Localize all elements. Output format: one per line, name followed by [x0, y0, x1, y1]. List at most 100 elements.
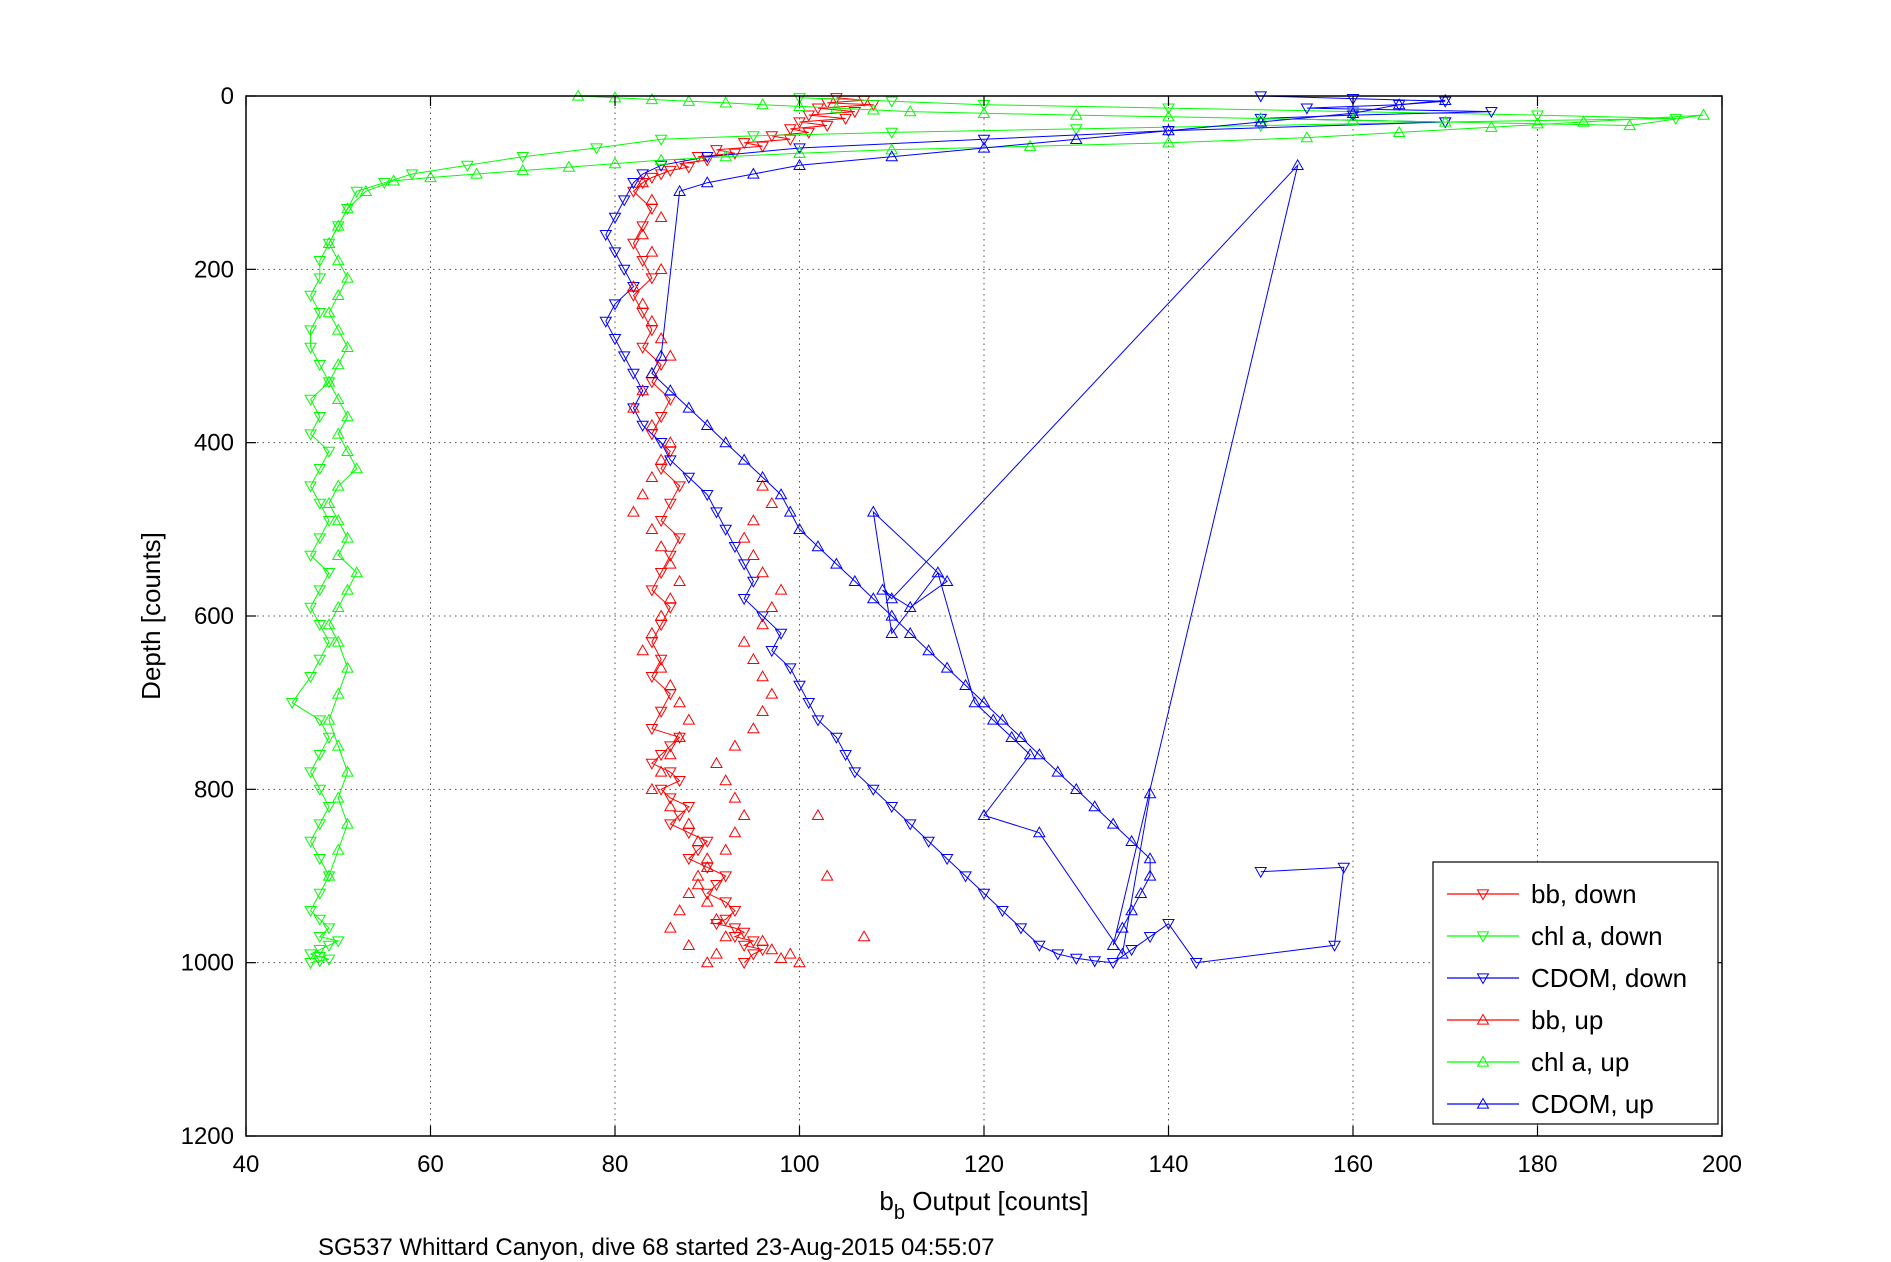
point-2-17 [608, 212, 622, 224]
point-1-36 [313, 498, 327, 510]
legend-label-1: chl a, down [1531, 921, 1663, 951]
point-5-62 [1143, 787, 1157, 799]
point-2-46 [811, 715, 825, 727]
point-4-22 [1300, 131, 1314, 143]
point-5-58 [1023, 748, 1037, 760]
point-4-43 [331, 323, 345, 335]
point-2-16 [617, 195, 631, 207]
point-4-70 [322, 869, 336, 881]
point-4-62 [341, 661, 354, 673]
point-2-6 [1346, 110, 1360, 122]
point-5-50 [903, 600, 917, 612]
legend-marker-0 [1476, 889, 1490, 901]
y-tick-label-0: 0 [221, 83, 234, 110]
point-0-0 [830, 93, 843, 105]
point-1-43 [313, 620, 327, 632]
point-4-17 [1623, 118, 1637, 131]
point-1-70 [304, 958, 317, 970]
point-1-35 [304, 481, 317, 493]
point-3-20 [645, 522, 659, 534]
series-1 [285, 93, 1683, 970]
point-3-37 [682, 817, 696, 829]
y-tick-label-4: 800 [194, 776, 234, 803]
point-2-39 [737, 594, 751, 606]
point-2-40 [756, 611, 769, 623]
point-5-55 [968, 696, 982, 708]
point-1-37 [322, 516, 336, 528]
point-1-51 [304, 767, 317, 779]
point-0-28 [636, 221, 650, 233]
point-0-72 [682, 854, 696, 866]
point-3-2 [654, 210, 668, 222]
point-1-26 [304, 325, 317, 337]
point-3-31 [682, 713, 696, 725]
point-3-58 [728, 739, 742, 751]
point-4-39 [331, 254, 345, 266]
point-3-17 [645, 470, 659, 482]
point-2-20 [617, 264, 631, 276]
point-5-41 [1143, 852, 1157, 864]
point-3-72 [765, 496, 779, 508]
x-tick-label-3: 100 [779, 1151, 819, 1178]
point-4-68 [341, 817, 354, 829]
point-4-2 [645, 92, 659, 105]
point-3-68 [756, 566, 769, 578]
point-5-37 [1069, 782, 1083, 794]
point-1-0 [793, 93, 806, 105]
point-0-76 [700, 888, 714, 900]
point-3-45 [700, 956, 714, 968]
point-2-21 [627, 282, 640, 294]
point-3-78 [774, 951, 788, 963]
point-3-28 [654, 661, 668, 673]
point-3-67 [774, 583, 788, 595]
point-1-64 [322, 940, 336, 952]
x-tick-label-7: 180 [1517, 1151, 1557, 1178]
point-0-30 [636, 256, 650, 268]
point-1-25 [313, 308, 327, 320]
point-2-41 [774, 628, 788, 640]
point-3-47 [719, 930, 733, 942]
point-0-66 [682, 802, 696, 814]
point-4-5 [756, 98, 769, 110]
point-1-22 [313, 256, 327, 268]
point-2-47 [830, 732, 843, 744]
point-3-80 [765, 943, 779, 955]
point-0-60 [654, 750, 668, 762]
point-2-60 [1051, 949, 1065, 961]
point-2-65 [1143, 932, 1157, 944]
point-3-48 [710, 912, 723, 924]
point-4-56 [331, 548, 345, 560]
caption: SG537 Whittard Canyon, dive 68 started 2… [318, 1234, 994, 1261]
point-5-14 [663, 384, 677, 396]
point-4-63 [331, 687, 345, 699]
point-0-57 [645, 724, 659, 736]
point-0-14 [737, 138, 751, 150]
point-2-64 [1125, 945, 1138, 957]
point-5-35 [1032, 748, 1046, 760]
point-1-65 [313, 945, 327, 957]
point-5-17 [719, 436, 733, 448]
x-tick-label-4: 120 [964, 1151, 1004, 1178]
point-5-45 [1116, 921, 1129, 933]
point-2-4 [1300, 103, 1314, 115]
point-1-19 [341, 204, 354, 216]
point-4-60 [322, 618, 336, 630]
point-5-6 [977, 141, 991, 153]
point-3-27 [636, 644, 650, 656]
point-3-54 [737, 808, 751, 820]
point-2-35 [719, 524, 733, 536]
point-2-59 [1032, 940, 1046, 952]
point-0-65 [663, 793, 677, 805]
point-1-10 [885, 127, 899, 139]
point-2-24 [608, 334, 622, 346]
point-0-31 [645, 273, 659, 285]
point-3-73 [756, 479, 769, 491]
point-2-33 [700, 490, 714, 502]
point-5-15 [682, 401, 696, 413]
point-4-40 [341, 271, 354, 283]
point-5-60 [1032, 826, 1046, 838]
point-3-15 [663, 436, 677, 448]
point-1-69 [313, 956, 327, 968]
point-1-15 [461, 160, 474, 172]
point-0-7 [839, 113, 852, 126]
